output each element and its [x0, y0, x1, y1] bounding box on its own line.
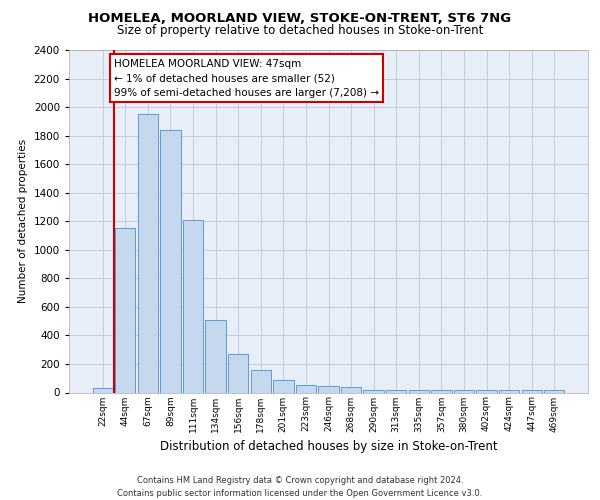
Bar: [476, 390, 497, 392]
Bar: [521, 390, 542, 392]
Text: Size of property relative to detached houses in Stoke-on-Trent: Size of property relative to detached ho…: [117, 24, 483, 37]
Bar: [138, 114, 158, 392]
Bar: [183, 220, 203, 392]
Bar: [454, 390, 474, 392]
Bar: [544, 390, 565, 392]
Bar: [409, 390, 429, 392]
Bar: [341, 387, 361, 392]
Bar: [160, 130, 181, 392]
Bar: [115, 228, 136, 392]
Bar: [431, 390, 452, 392]
Bar: [499, 390, 519, 392]
Bar: [273, 380, 293, 392]
Bar: [296, 386, 316, 392]
Bar: [205, 320, 226, 392]
Bar: [319, 386, 338, 392]
Y-axis label: Number of detached properties: Number of detached properties: [18, 139, 28, 304]
Text: Contains HM Land Registry data © Crown copyright and database right 2024.
Contai: Contains HM Land Registry data © Crown c…: [118, 476, 482, 498]
Bar: [251, 370, 271, 392]
Bar: [92, 388, 113, 392]
Bar: [364, 390, 384, 392]
Bar: [386, 390, 406, 392]
X-axis label: Distribution of detached houses by size in Stoke-on-Trent: Distribution of detached houses by size …: [160, 440, 497, 453]
Bar: [228, 354, 248, 393]
Text: HOMELEA, MOORLAND VIEW, STOKE-ON-TRENT, ST6 7NG: HOMELEA, MOORLAND VIEW, STOKE-ON-TRENT, …: [88, 12, 512, 26]
Text: HOMELEA MOORLAND VIEW: 47sqm
← 1% of detached houses are smaller (52)
99% of sem: HOMELEA MOORLAND VIEW: 47sqm ← 1% of det…: [114, 58, 379, 98]
